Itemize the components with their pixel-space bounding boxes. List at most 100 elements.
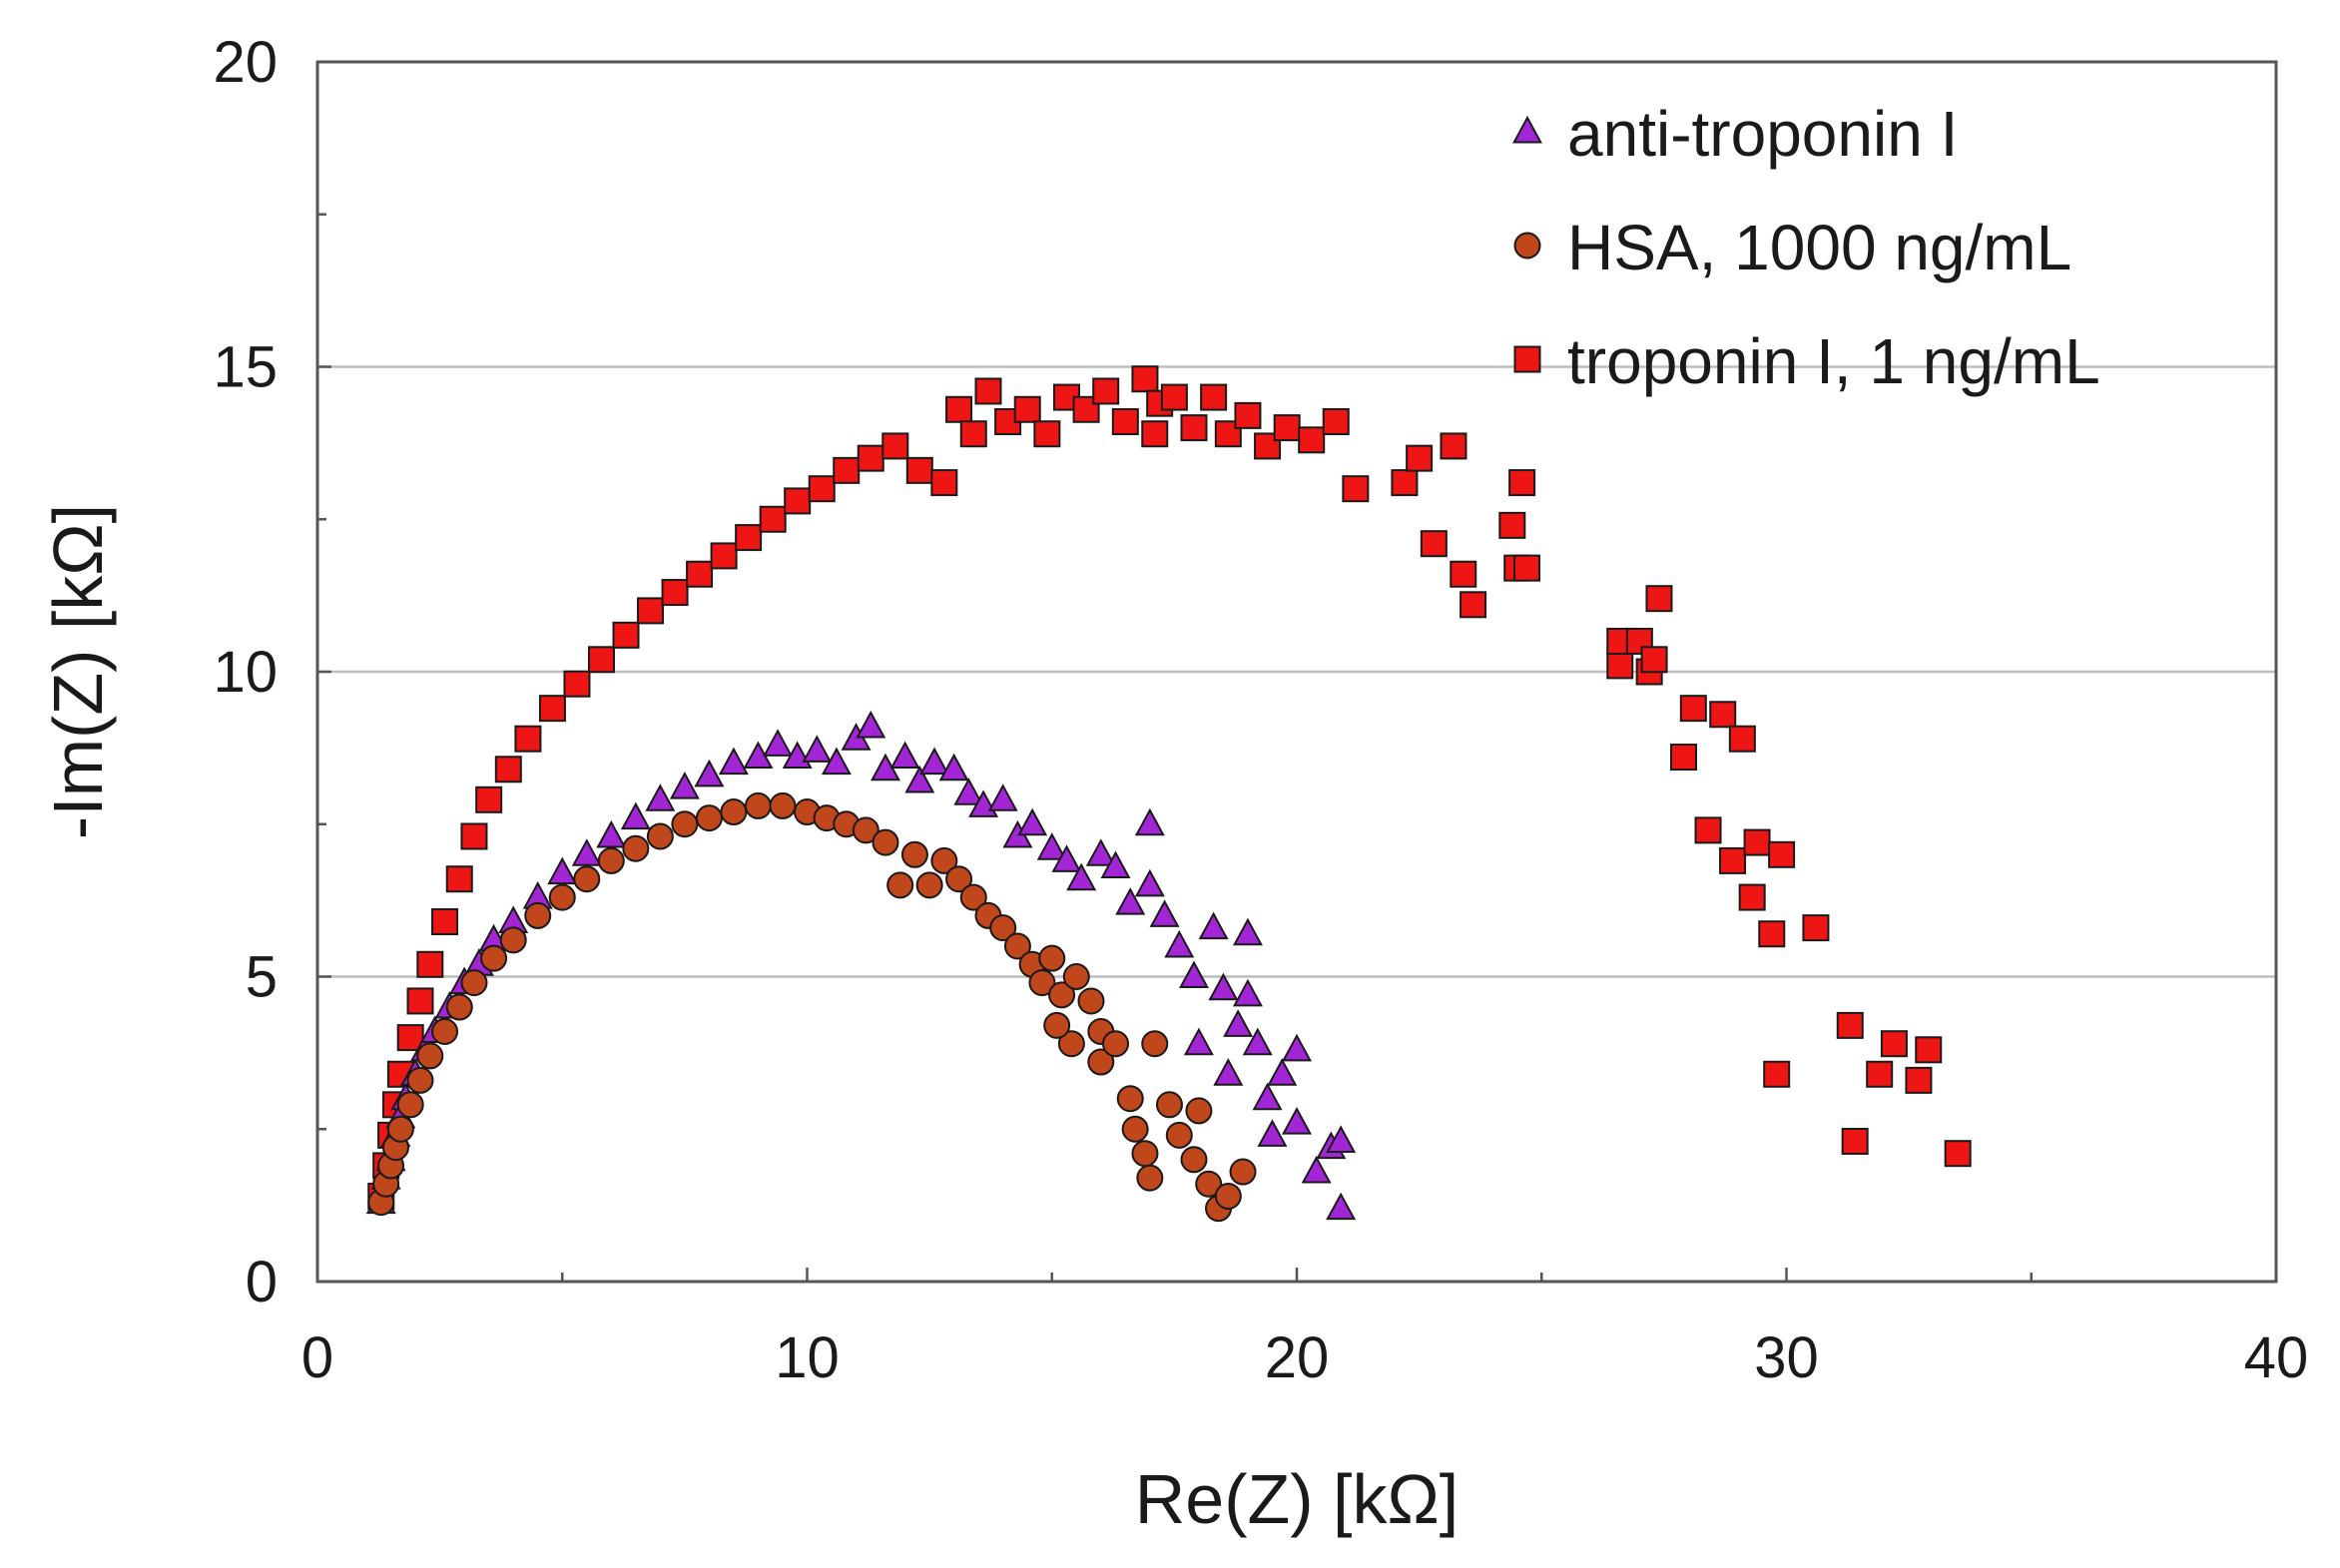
data-point-circle [406, 1066, 434, 1094]
data-point-square [710, 542, 738, 570]
data-point-triangle [1223, 1009, 1254, 1037]
data-point-square [857, 444, 884, 472]
data-point-triangle [1036, 832, 1067, 860]
data-point-circle [1155, 1091, 1183, 1119]
data-point-circle [1121, 1115, 1149, 1143]
data-point-square [1450, 560, 1477, 588]
data-point-square [1298, 426, 1326, 454]
axis-ticks: 0 5 10 15 20 0 10 20 30 40 [213, 30, 2308, 1390]
data-point-circle [1062, 963, 1090, 990]
data-point-square [1013, 395, 1041, 423]
y-axis-label: -Im(Z) [kΩ] [39, 504, 117, 839]
data-point-square [1200, 383, 1228, 411]
data-point-square [833, 456, 861, 484]
series-circle [367, 791, 1257, 1223]
data-point-circle [1131, 1140, 1159, 1168]
data-point-square [661, 579, 689, 607]
data-point-square [930, 469, 958, 497]
data-point-square [759, 505, 787, 533]
y-tick-label-15: 15 [213, 335, 278, 400]
data-point-square [1460, 591, 1487, 619]
data-point-square [1131, 365, 1159, 393]
data-point-triangle [953, 778, 984, 805]
data-point-triangle [596, 819, 627, 848]
data-point-circle [480, 944, 508, 972]
data-point-circle [431, 1017, 459, 1045]
data-point-triangle [669, 771, 700, 799]
data-point-circle [900, 840, 928, 868]
data-point-square [959, 420, 987, 448]
data-point-circle [1043, 1011, 1071, 1039]
data-point-square [514, 725, 542, 753]
data-point-square [735, 524, 763, 552]
data-series [365, 365, 1972, 1223]
data-point-square [1606, 652, 1634, 680]
data-point-circle [1102, 1030, 1130, 1058]
data-point-triangle [694, 759, 725, 787]
x-tick-label-30: 30 [1754, 1325, 1819, 1390]
data-point-square [1728, 725, 1756, 753]
legend-marker-square [1513, 345, 1541, 373]
data-point-circle [1077, 987, 1105, 1015]
data-point-triangle [1100, 850, 1131, 879]
legend-label-circle: HSA, 1000 ng/mL [1567, 212, 2071, 283]
data-point-circle [1229, 1158, 1257, 1186]
data-point-triangle [802, 735, 833, 763]
data-point-square [1768, 840, 1796, 868]
data-point-triangle [1267, 1058, 1298, 1086]
data-point-square [808, 475, 836, 503]
legend-label-triangle: anti-troponin I [1567, 98, 1958, 170]
data-point-triangle [1198, 911, 1229, 940]
data-point-square [974, 377, 1002, 405]
data-point-triangle [1213, 1058, 1244, 1086]
data-point-triangle [1252, 1082, 1283, 1111]
data-point-circle [769, 791, 797, 819]
data-point-circle [1185, 1097, 1213, 1125]
data-point-square [1406, 444, 1434, 472]
data-point-circle [1087, 1048, 1115, 1076]
data-point-triangle [1282, 1107, 1312, 1135]
data-point-circle [548, 883, 576, 911]
data-point-square [945, 395, 973, 423]
data-point-circle [945, 865, 973, 893]
data-point-circle [930, 846, 958, 874]
data-point-circle [695, 804, 723, 832]
data-point-circle [445, 993, 473, 1021]
x-tick-label-40: 40 [2244, 1325, 2309, 1390]
data-point-triangle [1301, 1155, 1332, 1184]
data-point-square [416, 950, 444, 978]
data-point-triangle [645, 784, 676, 811]
y-tick-label-0: 0 [246, 1250, 278, 1314]
data-point-circle [872, 828, 899, 856]
data-point-triangle [987, 784, 1018, 811]
data-point-circle [524, 901, 552, 929]
data-point-square [905, 456, 933, 484]
data-point-square [563, 670, 591, 698]
data-point-square [1141, 420, 1169, 448]
data-point-circle [386, 1115, 414, 1143]
data-point-square [538, 695, 566, 723]
data-point-square [1180, 414, 1208, 442]
data-point-triangle [1326, 1192, 1357, 1221]
data-point-square [1738, 883, 1766, 911]
data-point-circle [396, 1091, 424, 1119]
data-point-square [1342, 475, 1370, 503]
x-tick-label-10: 10 [775, 1325, 840, 1390]
data-point-square [1234, 401, 1262, 429]
data-point-square [881, 432, 909, 460]
data-point-triangle [1242, 1027, 1273, 1056]
data-point-triangle [1051, 844, 1082, 872]
data-point-triangle [763, 729, 794, 757]
data-point-circle [1038, 944, 1066, 972]
data-point-square [1513, 554, 1541, 582]
data-point-triangle [1085, 838, 1116, 866]
data-point-square [1160, 383, 1188, 411]
data-point-square [1944, 1140, 1972, 1168]
data-point-square [612, 621, 640, 649]
y-tick-label-5: 5 [246, 945, 278, 1010]
data-point-square [1440, 432, 1467, 460]
data-point-triangle [1017, 807, 1048, 836]
data-point-square [686, 560, 714, 588]
x-tick-label-20: 20 [1265, 1325, 1330, 1390]
data-point-square [1841, 1127, 1869, 1155]
